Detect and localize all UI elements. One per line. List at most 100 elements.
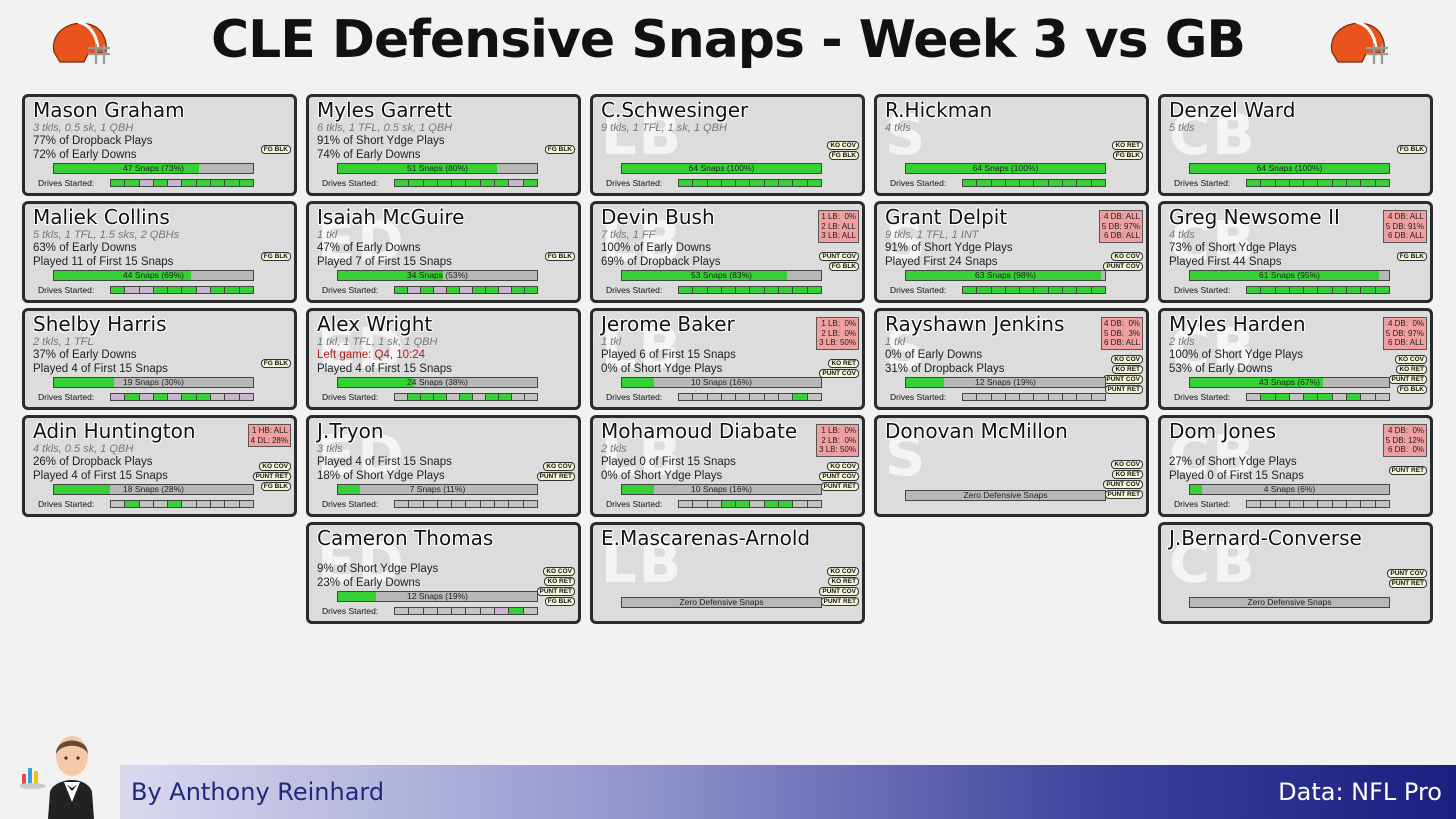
special-teams-badge: FG BLK xyxy=(545,145,575,154)
drive-segment xyxy=(460,287,473,293)
player-name: Donovan McMillon xyxy=(885,419,1068,443)
drive-segment xyxy=(1318,180,1332,186)
drive-segment xyxy=(438,501,452,507)
drive-segment xyxy=(963,180,977,186)
drives-started-label: Drives Started: xyxy=(606,178,662,188)
drive-segment xyxy=(182,501,196,507)
drives-started-strip xyxy=(394,607,538,615)
player-name: Denzel Ward xyxy=(1169,98,1295,122)
special-teams-badge: FG BLK xyxy=(261,359,291,368)
drive-segment xyxy=(963,394,977,400)
player-name: Myles Harden xyxy=(1169,312,1306,336)
player-card: CB Dom Jones 27% of Short Ydge Plays Played… xyxy=(1158,415,1433,517)
drive-segment xyxy=(1361,394,1375,400)
usage-line: Played 4 of First 15 Snaps xyxy=(317,363,452,375)
drives-started-label: Drives Started: xyxy=(606,499,662,509)
drives-started-strip xyxy=(110,393,254,401)
drive-segment xyxy=(240,501,253,507)
drive-segment xyxy=(509,608,523,614)
snap-bar: 10 Snaps (16%) xyxy=(621,377,822,388)
snap-count-label: 19 Snaps (30%) xyxy=(54,377,253,388)
snap-count-label: Zero Defensive Snaps xyxy=(906,490,1105,501)
drive-segment xyxy=(525,394,537,400)
drive-segment xyxy=(793,287,807,293)
player-name: J.Tryon xyxy=(317,419,384,443)
player-card: CB Denzel Ward 5 tkls FG BLK 64 Snaps (100%)… xyxy=(1158,94,1433,196)
drive-segment xyxy=(1261,501,1275,507)
snap-bar: 64 Snaps (100%) xyxy=(1189,163,1390,174)
drive-segment xyxy=(1290,287,1304,293)
player-name: Jerome Baker xyxy=(601,312,735,336)
player-name: Grant Delpit xyxy=(885,205,1007,229)
special-teams-badge: PUNT RET xyxy=(1389,579,1428,588)
special-teams-badge: PUNT RET xyxy=(1105,385,1144,394)
drive-segment xyxy=(1006,287,1020,293)
special-teams-badges: KO COV KO RET PUNT RET FG BLK xyxy=(537,567,576,606)
usage-line: 31% of Dropback Plays xyxy=(885,363,1005,375)
usage-line: Played 0 of First 15 Snaps xyxy=(601,456,736,468)
usage-line: 100% of Short Ydge Plays xyxy=(1169,349,1303,361)
drive-segment xyxy=(1376,394,1389,400)
drive-segment xyxy=(512,287,525,293)
usage-line: 69% of Dropback Plays xyxy=(601,256,721,268)
drive-segment xyxy=(421,287,434,293)
drives-started-strip xyxy=(678,286,822,294)
personnel-breakdown: 4 DB: 0% 5 DB: 3% 6 DB: ALL xyxy=(1101,317,1143,350)
personnel-breakdown: 4 DB: 0% 5 DB: 12% 6 DB: 0% xyxy=(1383,424,1427,457)
snap-count-label: Zero Defensive Snaps xyxy=(1190,597,1389,608)
drive-segment xyxy=(154,501,168,507)
player-card: Myles Garrett 6 tkls, 1 TFL, 0.5 sk, 1 QB… xyxy=(306,94,581,196)
drive-segment xyxy=(779,501,793,507)
drives-started-strip xyxy=(394,286,538,294)
drive-segment xyxy=(395,501,409,507)
drive-segment xyxy=(708,180,722,186)
drive-segment xyxy=(452,501,466,507)
player-stats: 1 tkl xyxy=(885,336,905,348)
drive-segment xyxy=(424,608,438,614)
player-card: Maliek Collins 5 tkls, 1 TFL, 1.5 sks, 2 … xyxy=(22,201,297,303)
drive-segment xyxy=(765,394,779,400)
usage-line: 100% of Early Downs xyxy=(601,242,711,254)
player-name: Dom Jones xyxy=(1169,419,1276,443)
drive-segment xyxy=(679,180,693,186)
drive-segment xyxy=(1006,394,1020,400)
personnel-breakdown: 1 LB: 0% 2 LB: ALL 3 LB: ALL xyxy=(818,210,859,243)
drives-started-label: Drives Started: xyxy=(1174,285,1230,295)
special-teams-badge: KO COV xyxy=(827,567,859,576)
snap-bar: 10 Snaps (16%) xyxy=(621,484,822,495)
drive-segment xyxy=(240,394,253,400)
drive-segment xyxy=(1318,394,1332,400)
usage-line: Played 4 of First 15 Snaps xyxy=(33,470,168,482)
drives-started-strip xyxy=(678,500,822,508)
drives-started-label: Drives Started: xyxy=(322,606,378,616)
drive-segment xyxy=(736,394,750,400)
drive-segment xyxy=(1063,394,1077,400)
usage-line: Played 6 of First 15 Snaps xyxy=(601,349,736,361)
drive-segment xyxy=(1247,394,1261,400)
special-teams-badges: FG BLK xyxy=(1397,252,1427,261)
drive-segment xyxy=(452,180,466,186)
player-name: Devin Bush xyxy=(601,205,715,229)
player-stats: 1 tkl, 1 TFL, 1 sk, 1 QBH xyxy=(317,336,437,348)
special-teams-badge: KO RET xyxy=(544,577,575,586)
player-name: Adin Huntington xyxy=(33,419,196,443)
player-stats: 2 tkls xyxy=(601,443,627,455)
player-card: ED Cameron Thomas 9% of Short Ydge Plays 23… xyxy=(306,522,581,624)
special-teams-badge: PUNT COV xyxy=(1387,569,1427,578)
drive-segment xyxy=(1304,394,1318,400)
drives-started-label: Drives Started: xyxy=(38,499,94,509)
snap-bar: Zero Defensive Snaps xyxy=(905,490,1106,501)
drive-segment xyxy=(1333,394,1347,400)
drive-segment xyxy=(182,394,196,400)
drive-segment xyxy=(1034,180,1048,186)
player-stats: 3 tkls, 0.5 sk, 1 QBH xyxy=(33,122,133,134)
drive-segment xyxy=(182,180,196,186)
drive-segment xyxy=(722,180,736,186)
drive-segment xyxy=(434,287,447,293)
usage-line: 63% of Early Downs xyxy=(33,242,137,254)
drive-segment xyxy=(1247,287,1261,293)
snap-count-label: 7 Snaps (11%) xyxy=(338,484,537,495)
drive-segment xyxy=(1376,180,1389,186)
drive-segment xyxy=(168,501,182,507)
drive-segment xyxy=(708,287,722,293)
